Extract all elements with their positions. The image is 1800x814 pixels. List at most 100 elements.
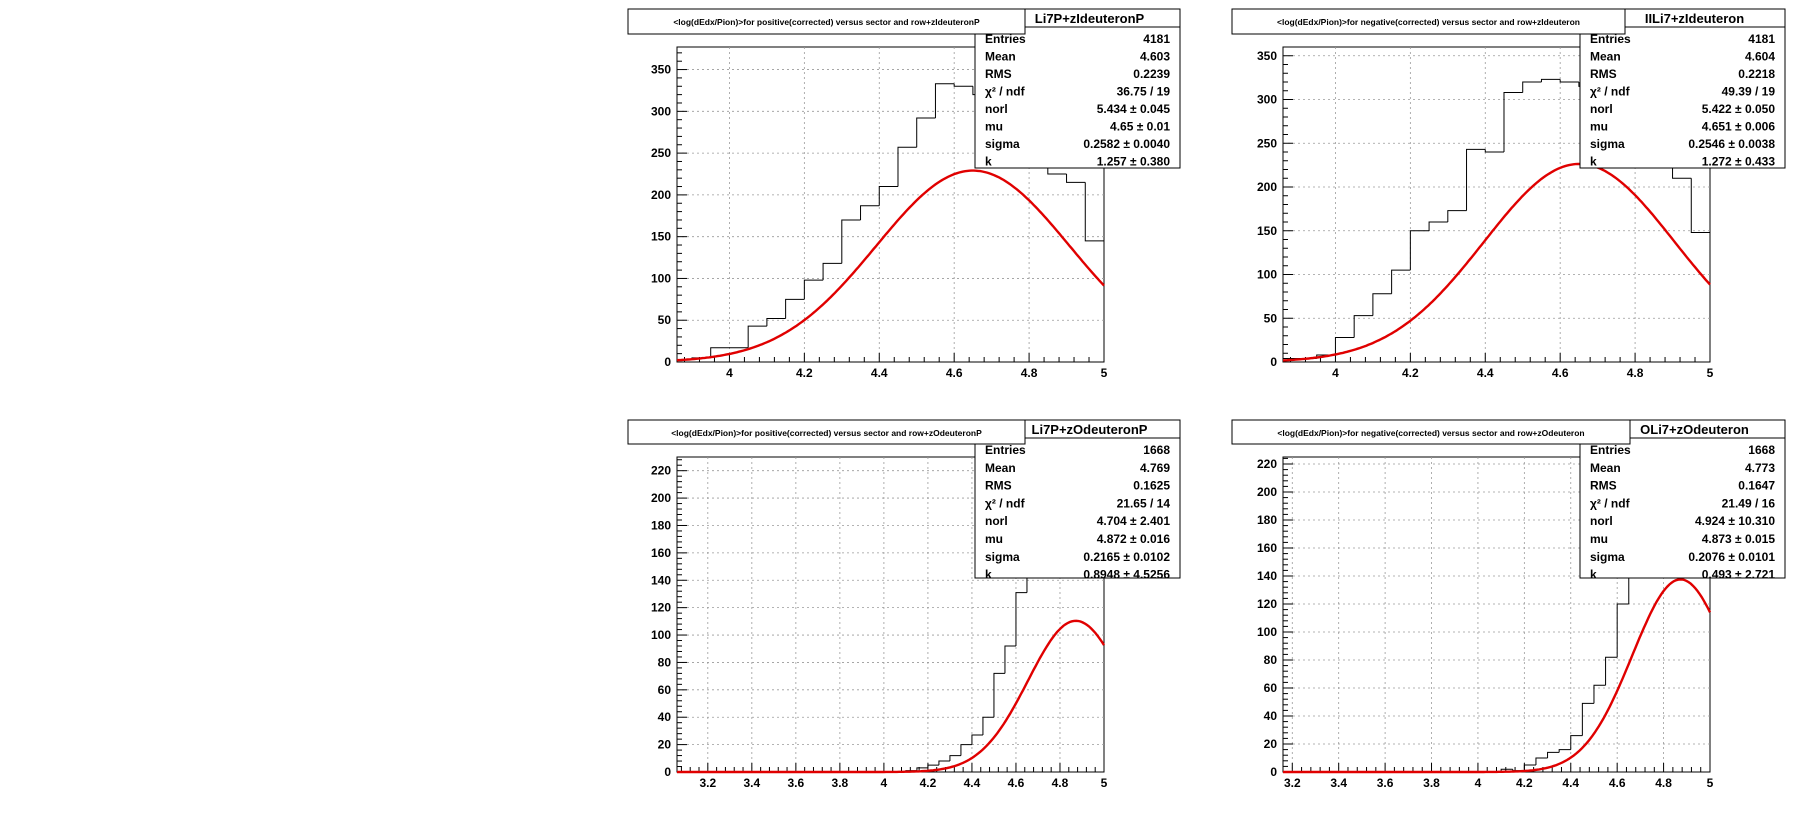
title-box	[627, 8, 1026, 35]
x-tick-label: 4.2	[1516, 776, 1533, 790]
y-tick-label: 50	[658, 313, 672, 327]
histogram-bin	[1570, 735, 1583, 750]
stats-box	[974, 419, 1181, 579]
x-tick-label: 3.8	[1423, 776, 1440, 790]
histogram-bin	[1428, 221, 1448, 231]
stats-value: 49.39 / 19	[1722, 85, 1776, 99]
histogram-bin	[960, 744, 972, 756]
x-tick-label: 3.2	[699, 776, 716, 790]
y-tick-label: 350	[651, 63, 671, 77]
histogram-bin	[1547, 751, 1560, 758]
x-tick-label: 4.6	[946, 366, 963, 380]
y-tick-label: 220	[1257, 457, 1277, 471]
stats-label: norl	[1590, 514, 1613, 528]
y-tick-label: 120	[1257, 597, 1277, 611]
y-tick-label: 180	[1257, 513, 1277, 527]
chart-title: <log(dEdx/Pion)>for negative(corrected) …	[1277, 428, 1584, 438]
histogram-bin	[1391, 269, 1411, 294]
y-tick-label: 140	[651, 573, 671, 587]
stats-label: k	[985, 155, 992, 169]
y-tick-label: 0	[664, 355, 671, 369]
y-tick-label: 180	[651, 518, 671, 532]
stats-name: IILi7+zIdeuteron	[1645, 11, 1744, 26]
x-tick-label: 5	[1101, 776, 1108, 790]
stats-box	[1579, 8, 1786, 169]
y-tick-label: 100	[651, 271, 671, 285]
stats-value: 1.257 ± 0.380	[1097, 155, 1171, 169]
histogram-bin	[1447, 210, 1467, 222]
stats-value: 21.65 / 14	[1117, 496, 1171, 510]
chart-panel-1: 4 4.2 4.4 4.6 4.8 5050100150200250300350Li7P+…	[627, 8, 1181, 380]
histogram-bin	[1690, 178, 1710, 233]
stats-value: 0.2165 ± 0.0102	[1083, 550, 1170, 564]
y-tick-label: 200	[651, 491, 671, 505]
stats-label: k	[1590, 568, 1597, 582]
x-tick-label: 4.8	[1627, 366, 1644, 380]
histogram-bin	[1353, 315, 1373, 338]
y-tick-label: 200	[651, 188, 671, 202]
y-tick-label: 160	[1257, 541, 1277, 555]
histogram-bin	[949, 755, 961, 762]
stats-value: 4.924 ± 10.310	[1695, 514, 1775, 528]
histogram-bin	[1466, 148, 1486, 211]
y-tick-label: 150	[1257, 224, 1277, 238]
stats-label: RMS	[1590, 67, 1617, 81]
x-tick-label: 4.4	[1477, 366, 1494, 380]
stats-value: 4.603	[1140, 50, 1170, 64]
stats-label: norl	[985, 514, 1008, 528]
histogram-bin	[953, 83, 973, 87]
chart-panel-4: 3.2 3.4 3.6 3.8 4 4.2 4.4 4.6 4.8 5 0 20 40 60 80 100 12…	[1231, 419, 1786, 790]
histogram-bin	[1522, 81, 1542, 93]
stats-value: 0.2546 ± 0.0038	[1688, 137, 1775, 151]
stats-value: 1668	[1748, 443, 1775, 457]
x-tick-label: 3.8	[832, 776, 849, 790]
x-tick-label: 3.4	[1330, 776, 1347, 790]
histogram-bin	[1334, 337, 1355, 355]
stats-label: sigma	[1590, 137, 1625, 151]
histogram-bin	[1523, 764, 1536, 771]
x-tick-label: 4.6	[1008, 776, 1025, 790]
x-tick-label: 4.2	[796, 366, 813, 380]
histogram-bin	[1559, 79, 1579, 83]
histogram-bin	[803, 279, 824, 300]
x-tick-label: 4	[1475, 776, 1482, 790]
histogram-bin	[1372, 293, 1392, 316]
stats-value: 0.2076 ± 0.0101	[1688, 550, 1775, 564]
histogram-bin	[938, 760, 950, 766]
stats-label: norl	[985, 102, 1008, 116]
histogram-bin	[841, 219, 861, 264]
y-tick-label: 150	[651, 230, 671, 244]
stats-label: RMS	[985, 67, 1012, 81]
stats-name: Li7P+zOdeuteronP	[1032, 422, 1148, 437]
histogram-bin	[993, 672, 1005, 718]
chart-panel-3: 3.2 3.4 3.6 3.8 4 4.2 4.4 4.6 4.8 5 0 20 40 60 80 100 12…	[627, 419, 1181, 790]
y-tick-label: 60	[1264, 681, 1278, 695]
stats-value: 21.49 / 16	[1722, 496, 1776, 510]
y-tick-label: 200	[1257, 485, 1277, 499]
histogram-bin	[1484, 149, 1504, 153]
stats-label: χ² / ndf	[1590, 496, 1631, 510]
title-box	[1231, 419, 1631, 445]
histogram-bin	[971, 734, 983, 745]
x-tick-label: 4	[726, 366, 733, 380]
histogram-bin	[878, 186, 898, 206]
stats-label: Mean	[1590, 461, 1621, 475]
histogram-bin	[934, 83, 955, 119]
x-tick-label: 4.4	[964, 776, 981, 790]
stats-value: 4.704 ± 2.401	[1097, 514, 1171, 528]
stats-label: RMS	[985, 479, 1012, 493]
stats-value: 4.651 ± 0.006	[1702, 120, 1776, 134]
histogram-bin	[1540, 78, 1561, 82]
histogram-bin	[927, 764, 939, 768]
chart-title: <log(dEdx/Pion)>for negative(corrected) …	[1277, 17, 1580, 27]
stats-label: Entries	[985, 443, 1026, 457]
histogram-bin	[1066, 174, 1086, 183]
stats-value: 0.1625	[1133, 479, 1170, 493]
stats-label: sigma	[1590, 550, 1625, 564]
stats-value: 5.422 ± 0.050	[1702, 102, 1776, 116]
stats-value: 4181	[1143, 32, 1170, 46]
y-tick-label: 220	[651, 464, 671, 478]
x-tick-label: 4.2	[920, 776, 937, 790]
histogram-bin	[785, 298, 805, 319]
histogram-bin	[822, 262, 842, 281]
